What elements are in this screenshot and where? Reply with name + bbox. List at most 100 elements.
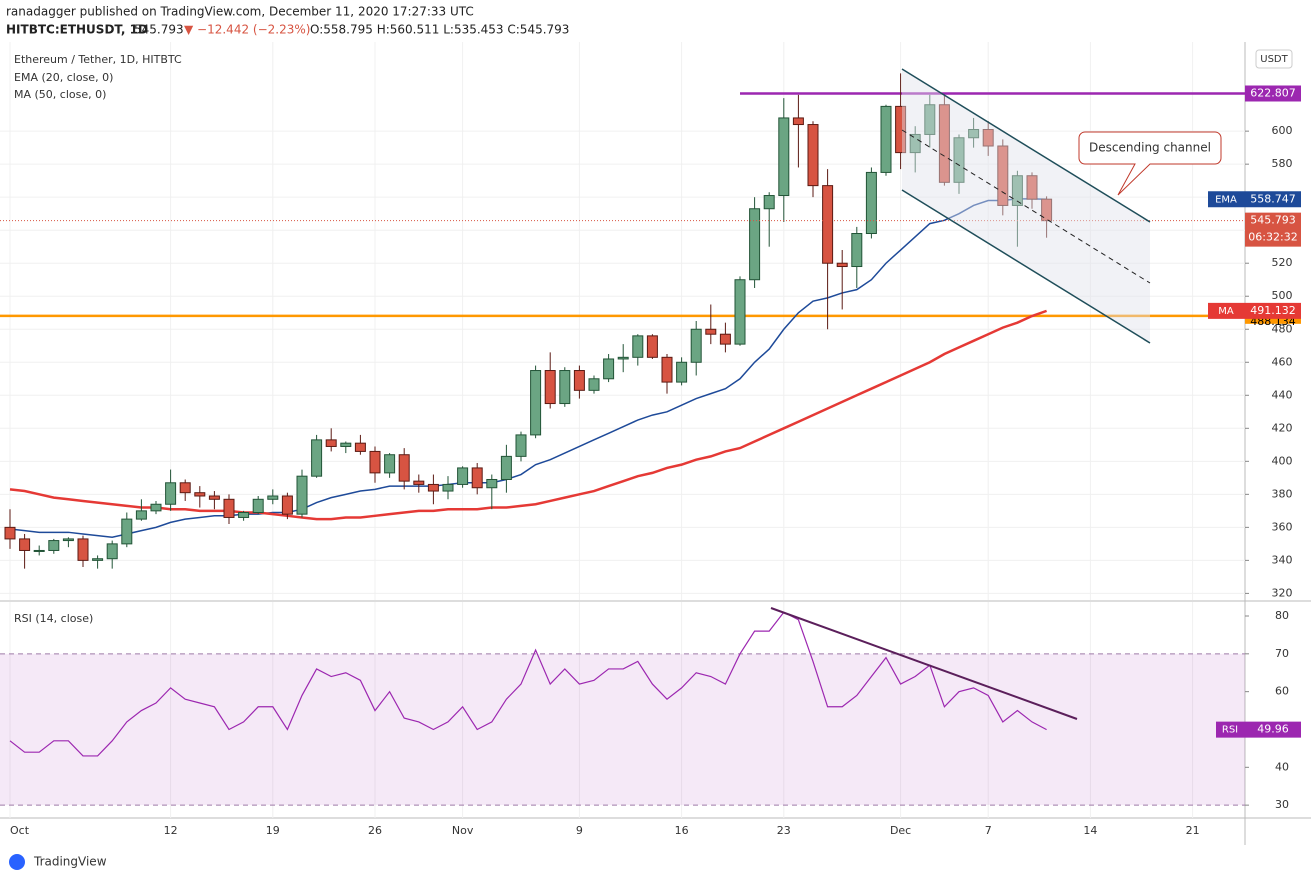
y-tick-label: 360 — [1272, 520, 1293, 533]
candle-body — [165, 482, 177, 505]
ma-legend: MA (50, close, 0) — [14, 88, 106, 101]
last-price: 545.793 — [134, 23, 184, 37]
candle-body — [384, 454, 396, 474]
candle-body — [895, 105, 907, 154]
currency-button[interactable] — [1255, 49, 1293, 69]
y-tick-label: 80 — [1275, 609, 1289, 622]
candle-body — [763, 195, 775, 210]
y-tick-label: 70 — [1275, 647, 1289, 660]
x-tick-label: 12 — [164, 824, 178, 837]
candle-body — [413, 480, 425, 485]
logo — [9, 854, 25, 870]
candle-body — [457, 467, 469, 485]
candle-body — [48, 540, 60, 551]
candle-body — [1011, 175, 1023, 206]
change: ▼ −12.442 (−2.23%) — [184, 23, 310, 37]
brand: TradingView — [33, 855, 107, 869]
y-tick-label: 40 — [1275, 760, 1289, 773]
candle-body — [33, 549, 45, 552]
candle-body — [179, 482, 191, 494]
candle-body — [530, 370, 542, 436]
ohlc: O:558.795 H:560.511 L:535.453 C:545.793 — [310, 23, 569, 37]
x-tick-label: 26 — [368, 824, 382, 837]
x-tick-label: 14 — [1083, 824, 1097, 837]
x-tick-label: 7 — [985, 824, 992, 837]
candle-body — [281, 495, 293, 515]
x-tick-label: Nov — [452, 824, 474, 837]
y-tick-label: 520 — [1272, 256, 1293, 269]
price-label-box — [1208, 191, 1301, 208]
price-label-box — [1208, 302, 1301, 319]
candle-body — [968, 128, 980, 139]
price-label-box — [1216, 721, 1301, 738]
series-last: 558.747 — [1250, 192, 1296, 205]
candle-body — [909, 133, 921, 154]
price-label-box — [1245, 85, 1301, 102]
rsi-band — [0, 653, 1245, 806]
y-tick-label: 600 — [1272, 124, 1293, 137]
price-label-box — [1245, 212, 1301, 247]
candle-body — [749, 208, 761, 281]
candle-body — [559, 370, 571, 405]
candle-body — [836, 262, 848, 268]
candle-body — [427, 483, 439, 492]
ma-line — [9, 198, 1047, 539]
candle-body — [223, 498, 235, 518]
candle-body — [77, 538, 89, 561]
candle-body — [208, 495, 220, 500]
candle-body — [880, 105, 892, 173]
candle-body — [369, 450, 381, 474]
candle-body — [982, 128, 994, 147]
candle-body — [778, 117, 790, 197]
rsi-legend: RSI (14, close) — [14, 612, 93, 625]
candle-body — [617, 356, 629, 360]
y-tick-label: 30 — [1275, 798, 1289, 811]
candle-body — [515, 434, 527, 457]
y-tick-label: 60 — [1275, 685, 1289, 698]
candle-body — [267, 495, 279, 500]
candle-body — [150, 503, 162, 512]
candle-body — [1041, 198, 1053, 222]
y-tick-label: 500 — [1272, 289, 1293, 302]
candle-body — [19, 538, 31, 551]
x-tick-label: Dec — [890, 824, 911, 837]
candle-body — [4, 526, 16, 540]
ema-legend: EMA (20, close, 0) — [14, 71, 113, 84]
symbol: HITBTC:ETHUSDT, 1D — [6, 23, 148, 37]
y-tick-label: 440 — [1272, 388, 1293, 401]
y-tick-label: 400 — [1272, 454, 1293, 467]
plot-area: Oct 12 19 26 Nov 9 16 23 Dec 7 14 21320340360380400… — [0, 42, 1311, 845]
candle-body — [997, 145, 1009, 206]
countdown: 06:32:32 — [1248, 231, 1297, 244]
candle-body — [924, 104, 936, 135]
y-tick-label: 380 — [1272, 487, 1293, 500]
candle-body — [398, 454, 410, 482]
x-tick-label: Oct — [10, 824, 30, 837]
series-tag: RSI — [1222, 725, 1238, 736]
y-tick-label: 480 — [1272, 322, 1293, 335]
candle-body — [690, 328, 702, 363]
candle-body — [603, 358, 615, 380]
callout — [1078, 131, 1222, 196]
candle-body — [544, 370, 556, 405]
candle-body — [106, 543, 118, 560]
candle-body — [632, 335, 644, 358]
ma-line — [9, 309, 1048, 521]
candle-body — [1026, 175, 1038, 200]
last-price-label: 545.793 — [1250, 214, 1296, 227]
rsi-line — [9, 611, 1047, 757]
candle-body — [734, 279, 746, 345]
pane-title: Ethereum / Tether, 1D, HITBTC — [14, 53, 182, 66]
candle-body — [719, 333, 731, 345]
currency[interactable]: USDT — [1260, 54, 1288, 65]
candle-body — [238, 512, 250, 518]
y-tick-label: 320 — [1272, 586, 1293, 599]
candle-body — [938, 104, 950, 183]
candle-body — [822, 185, 834, 264]
x-tick-label: 9 — [576, 824, 583, 837]
level-label: 622.807 — [1250, 86, 1296, 99]
x-tick-label: 16 — [675, 824, 689, 837]
annotation: Descending channel — [1089, 141, 1211, 155]
channel-mid — [901, 129, 1151, 284]
